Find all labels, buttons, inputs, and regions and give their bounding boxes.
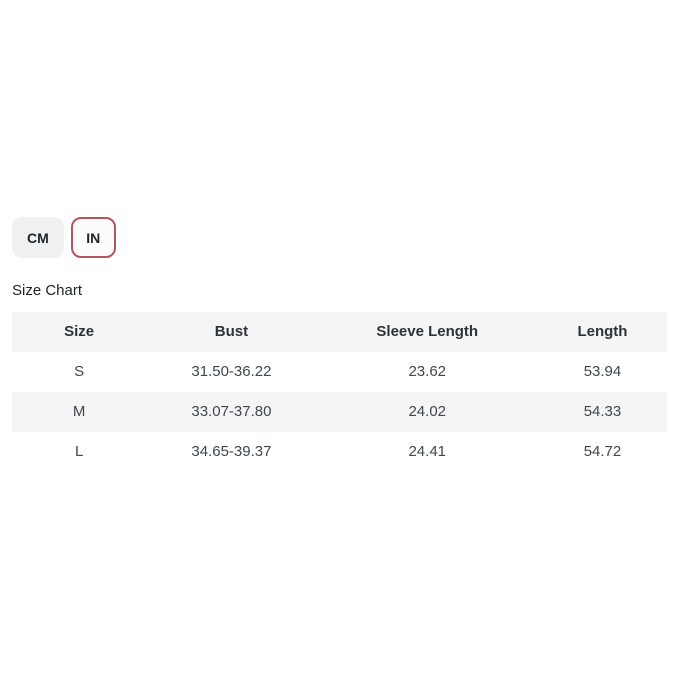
cell-sleeve-length: 24.02 — [408, 403, 447, 420]
cell-size: L — [74, 443, 84, 460]
column-header-size: Size — [64, 323, 95, 340]
table-row-s: S 31.50-36.22 23.62 53.94 — [12, 352, 667, 392]
cell-size: S — [74, 363, 85, 380]
cell-length: 54.72 — [583, 443, 622, 460]
cell-length: 54.33 — [583, 403, 622, 420]
cell-length: 53.94 — [583, 363, 622, 380]
cell-sleeve-length: 23.62 — [408, 363, 447, 380]
unit-cm-button[interactable]: CM — [12, 217, 64, 258]
cell-bust: 34.65-39.37 — [191, 443, 272, 460]
table-row-l: L 34.65-39.37 24.41 54.72 — [12, 432, 667, 472]
unit-in-button[interactable]: IN — [70, 217, 116, 258]
table-header-row: Size Bust Sleeve Length Length — [12, 311, 667, 352]
table-row-m: M 33.07-37.80 24.02 54.33 — [12, 391, 667, 432]
cell-bust: 31.50-36.22 — [191, 363, 272, 380]
cell-sleeve-length: 24.41 — [408, 443, 447, 460]
column-header-length: Length — [577, 323, 628, 340]
cell-size: M — [72, 403, 86, 420]
cell-bust: 33.07-37.80 — [191, 403, 272, 420]
size-chart-table: Size Bust Sleeve Length Length S 31.50-3… — [12, 311, 667, 472]
unit-toggle: CM IN — [12, 0, 667, 258]
size-chart-title: Size Chart — [12, 282, 83, 299]
column-header-bust: Bust — [214, 323, 249, 340]
column-header-sleeve-length: Sleeve Length — [376, 323, 479, 340]
